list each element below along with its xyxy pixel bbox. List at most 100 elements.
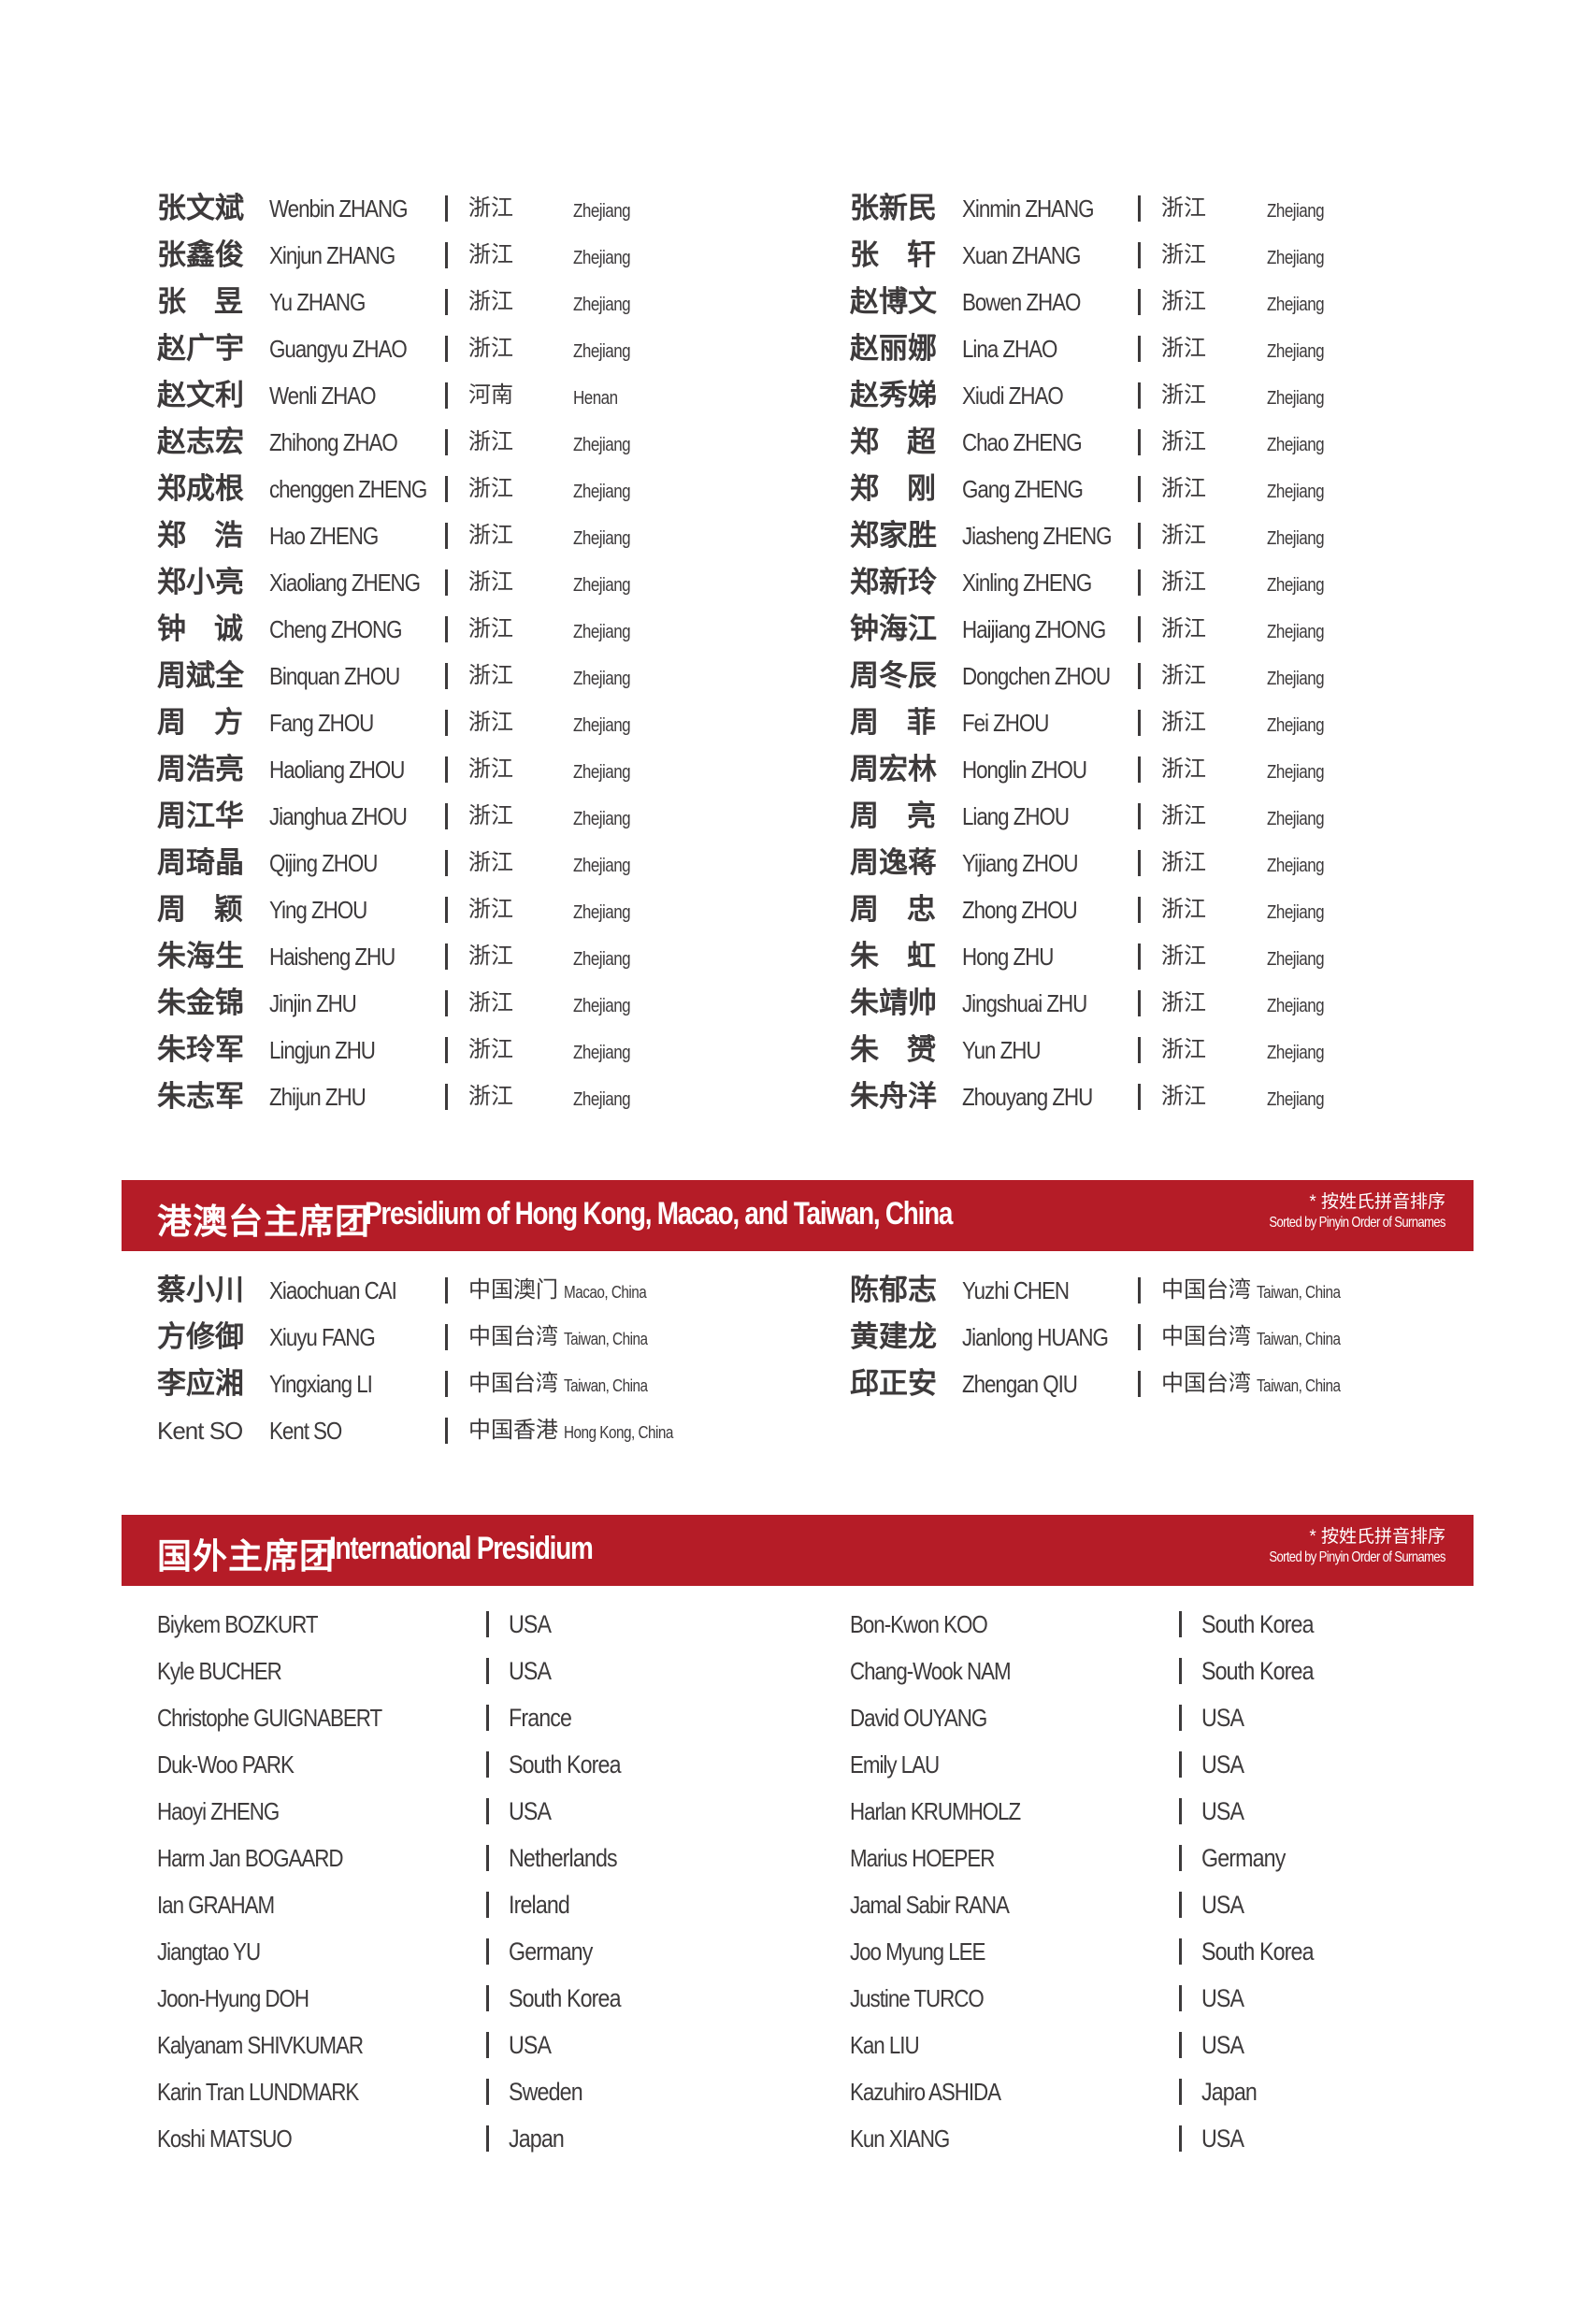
region-en: Zhejiang [573, 528, 631, 549]
member-name-en: Bowen ZHAO [962, 288, 1081, 316]
region-en: Zhejiang [1267, 715, 1325, 736]
separator-bar [1138, 1277, 1141, 1304]
member-row: Emily LAU USA [0, 1741, 1596, 1788]
member-row: 郑浩 Hao ZHENG 浙江 Zhejiang [0, 512, 1596, 559]
member-name-en: Cheng ZHONG [269, 615, 403, 643]
member-row: 郑小亮 Xiaoliang ZHENG 浙江 Zhejiang [0, 559, 1596, 606]
hmt-title-cn: 港澳台主席团 [157, 1203, 370, 1241]
member-name-cn: 周江华 [157, 799, 244, 832]
member-name: Joo Myung LEE [850, 1937, 985, 1966]
separator-bar [486, 1798, 489, 1824]
member-name-cn: 朱海生 [157, 940, 244, 972]
region-en: Taiwan, China [1257, 1376, 1341, 1395]
region-cn: 浙江 [468, 429, 513, 454]
member-name-en: Zhihong ZHAO [269, 428, 398, 456]
member-country: Japan [509, 2125, 565, 2153]
member-row: Kazuhiro ASHIDA Japan [0, 2068, 1596, 2115]
member-name-cn: 张鑫俊 [157, 238, 244, 271]
separator-bar [445, 1418, 448, 1444]
member-name-cn: 郑浩 [157, 519, 243, 552]
region-cn: 浙江 [468, 195, 513, 221]
region-cn: 浙江 [468, 523, 513, 548]
member-name-cn: 朱志军 [157, 1080, 244, 1113]
member-country: South Korea [1201, 1610, 1314, 1638]
member-name-cn: 周逸蒋 [850, 846, 937, 879]
member-name-en: Haisheng ZHU [269, 943, 395, 971]
member-name: Kyle BUCHER [157, 1657, 282, 1685]
separator-bar [1179, 1845, 1182, 1871]
separator-bar [1138, 850, 1141, 876]
region-en: Zhejiang [1267, 996, 1325, 1016]
region-cn: 浙江 [1161, 195, 1206, 221]
member-name-en: Wenbin ZHANG [269, 194, 409, 223]
member-country: USA [1201, 1891, 1244, 1919]
member-name-cn: 周冬辰 [850, 659, 937, 692]
member-name-cn: 周琦晶 [157, 846, 244, 879]
separator-bar [1179, 1985, 1182, 2011]
member-row: 朱靖帅 Jingshuai ZHU 浙江 Zhejiang [0, 980, 1596, 1027]
region-en: Zhejiang [573, 295, 631, 315]
region-en: Zhejiang [573, 809, 631, 829]
region-en: Zhejiang [573, 669, 631, 689]
region-cn: 浙江 [1161, 289, 1206, 314]
separator-bar [445, 616, 448, 642]
member-name-cn: 郑刚 [850, 472, 936, 505]
separator-bar [1179, 1705, 1182, 1731]
sort-note-cn: * 按姓氏拼音排序 [1309, 1192, 1445, 1212]
member-row: Christophe GUIGNABERT France [0, 1694, 1596, 1741]
region-cn: 浙江 [1161, 429, 1206, 454]
member-row: 陈郁志 Yuzhi CHEN 中国台湾 Taiwan, China [0, 1267, 1596, 1314]
separator-bar [445, 569, 448, 596]
separator-bar [445, 1371, 448, 1397]
region-en: Zhejiang [573, 1043, 631, 1063]
region-cn: 中国台湾 [1161, 1324, 1251, 1349]
member-row: 朱海生 Haisheng ZHU 浙江 Zhejiang [0, 933, 1596, 980]
member-name-cn: 周浩亮 [157, 753, 244, 785]
separator-bar [445, 663, 448, 689]
separator-bar [1138, 1084, 1141, 1110]
region-cn: 浙江 [468, 336, 513, 361]
member-row: Marius HOEPER Germany [0, 1835, 1596, 1881]
member-name-en: Jinjin ZHU [269, 989, 357, 1017]
region-en: Zhejiang [1267, 669, 1325, 689]
member-country: South Korea [509, 1984, 621, 2012]
member-row: 钟诚 Cheng ZHONG 浙江 Zhejiang [0, 606, 1596, 653]
member-name: Duk-Woo PARK [157, 1750, 295, 1779]
member-name-cn: 邱正安 [850, 1367, 937, 1400]
member-country: South Korea [509, 1750, 621, 1779]
member-row: 朱赟 Yun ZHU 浙江 Zhejiang [0, 1027, 1596, 1073]
region-cn: 中国台湾 [1161, 1277, 1251, 1303]
member-name: Haoyi ZHENG [157, 1797, 280, 1825]
member-row: Haoyi ZHENG USA [0, 1788, 1596, 1835]
member-name: Marius HOEPER [850, 1844, 995, 1872]
region-cn: 浙江 [1161, 336, 1206, 361]
member-name-en: chenggen ZHENG [269, 475, 427, 503]
member-name-en: Qijing ZHOU [269, 849, 378, 877]
sort-note-en: Sorted by Pinyin Order of Surnames [1269, 1215, 1446, 1231]
member-name-en: Fei ZHOU [962, 709, 1049, 737]
separator-bar [1179, 2079, 1182, 2105]
member-name-cn: 方修御 [157, 1320, 244, 1353]
region-cn: 中国台湾 [468, 1371, 558, 1396]
member-row: 郑家胜 Jiasheng ZHENG 浙江 Zhejiang [0, 512, 1596, 559]
member-name-cn: 张昱 [157, 285, 243, 318]
member-name-cn: 周方 [157, 706, 243, 739]
separator-bar [486, 1938, 489, 1965]
separator-bar [1179, 1938, 1182, 1965]
member-name: Koshi MATSUO [157, 2125, 293, 2153]
region-en: Zhejiang [573, 1089, 631, 1110]
region-cn: 浙江 [468, 850, 513, 875]
region-en: Zhejiang [573, 482, 631, 502]
member-name-cn: 赵丽娜 [850, 332, 937, 365]
member-name-en: Jianlong HUANG [962, 1323, 1109, 1351]
separator-bar [445, 756, 448, 783]
member-name-cn: 郑小亮 [157, 566, 244, 598]
member-country: Sweden [509, 2078, 583, 2106]
member-name-en: Hao ZHENG [269, 522, 379, 550]
separator-bar [1138, 710, 1141, 736]
region-cn: 浙江 [1161, 943, 1206, 969]
member-name-cn: 朱金锦 [157, 987, 244, 1019]
member-name-en: Jingshuai ZHU [962, 989, 1087, 1017]
member-country: USA [1201, 1797, 1244, 1825]
member-country: Germany [509, 1937, 593, 1966]
